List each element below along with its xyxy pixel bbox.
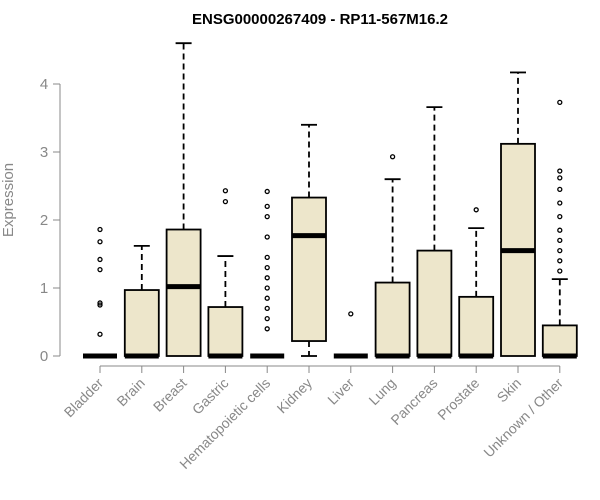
outlier-point — [264, 234, 270, 240]
x-tick-label: Brain — [113, 375, 147, 409]
box-unknown-other — [541, 99, 578, 359]
chart-title: ENSG00000267409 - RP11-567M16.2 — [192, 11, 448, 28]
y-tick-label: 1 — [40, 280, 48, 297]
outlier-point — [264, 213, 270, 220]
outlier-point — [222, 188, 229, 194]
y-tick-label: 3 — [40, 144, 48, 161]
outlier-point — [557, 186, 563, 193]
box-body — [291, 196, 327, 342]
outlier-point — [473, 207, 479, 213]
x-tick-label: Lung — [365, 375, 398, 408]
box-body — [207, 306, 244, 357]
box-kidney — [291, 123, 327, 357]
box-brain — [123, 244, 160, 359]
x-tick-label: Prostate — [434, 375, 482, 423]
box-body — [416, 249, 453, 357]
outlier-point — [557, 227, 563, 233]
y-tick-label: 4 — [40, 76, 48, 93]
x-tick-label: Bladder — [61, 375, 107, 421]
outlier-point — [264, 285, 270, 291]
box-bladder — [83, 226, 117, 359]
y-tick-label: 0 — [40, 348, 48, 365]
box-prostate — [458, 207, 495, 359]
box-pancreas — [416, 106, 453, 359]
outlier-point — [97, 300, 103, 306]
outlier-point — [97, 226, 103, 233]
x-tick-label: Skin — [494, 375, 525, 406]
outlier-point — [97, 239, 103, 245]
outlier-point — [557, 247, 563, 254]
outlier-point — [264, 264, 270, 271]
y-axis-label: Expression — [0, 163, 17, 237]
box-liver — [333, 311, 368, 359]
outlier-point — [264, 275, 270, 281]
box-skin — [500, 71, 536, 357]
boxes — [83, 42, 578, 359]
outlier-point — [222, 198, 229, 205]
outlier-point — [264, 315, 270, 322]
outlier-point — [557, 213, 563, 220]
box-body — [374, 281, 411, 357]
outlier-point — [557, 175, 563, 181]
outlier-point — [348, 311, 354, 317]
outlier-point — [97, 266, 103, 273]
outlier-point — [557, 200, 563, 206]
box-body — [165, 228, 202, 357]
box-lung — [374, 154, 411, 359]
x-tick-label: Breast — [150, 375, 190, 415]
box-breast — [165, 42, 202, 357]
outlier-point — [264, 254, 270, 261]
outlier-point — [557, 99, 563, 106]
outlier-point — [264, 326, 270, 332]
box-body — [123, 289, 160, 357]
outlier-point — [557, 268, 563, 274]
outlier-point — [97, 256, 103, 263]
outlier-point — [557, 168, 563, 174]
outlier-point — [97, 331, 103, 337]
outlier-point — [264, 305, 270, 312]
x-tick-label: Kidney — [274, 375, 316, 417]
x-tick-label: Unknown / Other — [480, 375, 566, 461]
outlier-point — [557, 237, 563, 244]
x-tick-label: Liver — [324, 375, 357, 408]
outlier-point — [264, 188, 270, 195]
outlier-point — [264, 203, 270, 210]
box-body — [458, 295, 495, 357]
box-body — [541, 324, 578, 357]
box-gastric — [207, 188, 244, 359]
outlier-point — [264, 295, 270, 301]
box-hematopoietic-cells — [250, 188, 285, 359]
y-tick-label: 2 — [40, 212, 48, 229]
axes: 0 1 2 3 4 — [40, 76, 561, 373]
outlier-point — [97, 302, 103, 308]
outlier-point — [389, 154, 396, 160]
outlier-point — [557, 258, 563, 264]
